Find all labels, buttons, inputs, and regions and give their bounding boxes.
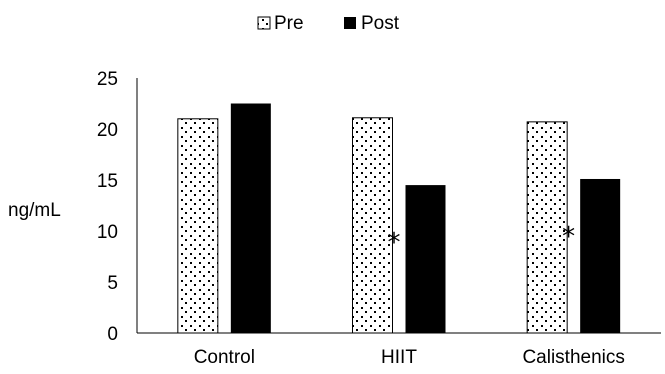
y-tick-label: 15: [97, 171, 118, 192]
bar-post-control: [230, 103, 271, 333]
y-tick-label: 0: [107, 324, 118, 345]
bar-pre-hiit: [352, 117, 393, 334]
bar-post-calisthenics: [580, 178, 621, 333]
bar-post-hiit: [405, 185, 446, 333]
annotations: * *: [388, 222, 576, 258]
bar-pre-calisthenics: [526, 121, 568, 334]
legend-label-post: Post: [361, 13, 400, 34]
y-ticks: 0 5 10 15 20 25: [97, 69, 118, 345]
legend: Pre Post: [257, 13, 400, 34]
legend-swatch-pre: [257, 16, 271, 30]
y-axis-label: ng/mL: [8, 200, 61, 221]
x-labels: Control HIIT Calisthenics: [194, 347, 625, 368]
y-tick-label: 20: [97, 120, 118, 141]
x-tick-label: HIIT: [381, 347, 417, 368]
y-tick-label: 5: [107, 273, 118, 294]
x-tick-label: Calisthenics: [522, 347, 624, 368]
x-tick-label: Control: [194, 347, 255, 368]
bars: [177, 103, 621, 334]
y-tick-label: 10: [97, 222, 118, 243]
significance-marker: *: [562, 222, 575, 252]
legend-swatch-post: [344, 17, 356, 29]
bar-pre-control: [177, 118, 219, 334]
legend-label-pre: Pre: [274, 13, 304, 34]
y-tick-label: 25: [97, 69, 118, 90]
significance-marker: *: [388, 228, 401, 258]
